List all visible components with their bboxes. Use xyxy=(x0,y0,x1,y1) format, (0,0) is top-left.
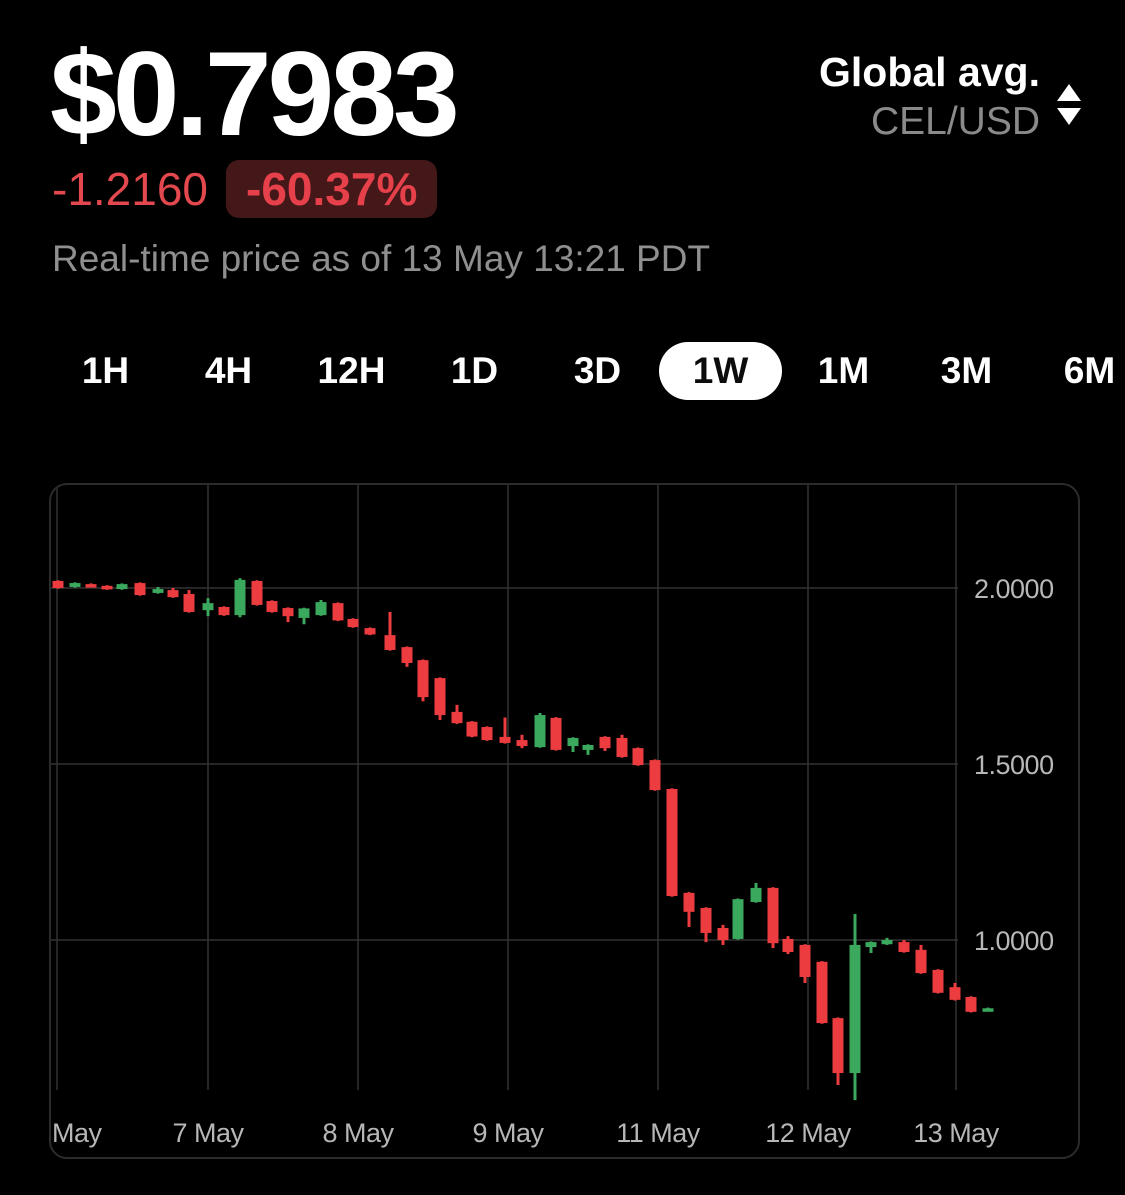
candle-body xyxy=(69,583,81,587)
candle-body xyxy=(782,938,794,952)
candle-body xyxy=(683,892,695,912)
tab-3d[interactable]: 3D xyxy=(573,350,622,391)
candlestick-chart: 2.0000 1.5000 1.0000 May 7 May 8 May 9 May 11 M… xyxy=(51,485,1054,1148)
candle-body xyxy=(417,660,429,698)
tab-1h[interactable]: 1H xyxy=(81,350,130,391)
candle-body xyxy=(183,593,195,612)
candle-body xyxy=(85,584,97,588)
candle-body xyxy=(666,788,678,896)
candle-body xyxy=(152,589,164,593)
tab-12h[interactable]: 12H xyxy=(317,350,386,391)
pair-selector-labels: Global avg. CEL/USD xyxy=(819,49,1040,144)
candle-body xyxy=(881,940,893,945)
candle-body xyxy=(898,942,910,952)
candle-body xyxy=(949,987,961,1000)
x-axis-label: 7 May xyxy=(172,1118,244,1148)
pair-switch-icon xyxy=(1057,84,1081,144)
tab-1d[interactable]: 1D xyxy=(450,350,499,391)
candle-body xyxy=(332,603,344,621)
x-axis-label: May xyxy=(52,1118,103,1148)
sort-down-icon xyxy=(1057,108,1081,125)
candle-body xyxy=(434,678,446,716)
candle-body xyxy=(700,907,712,933)
candle-body xyxy=(717,928,729,940)
candle-body xyxy=(534,715,546,748)
candle-body xyxy=(865,942,877,948)
x-axis-label: 13 May xyxy=(913,1118,1000,1148)
tab-6m[interactable]: 6M xyxy=(1063,350,1116,391)
candle-body xyxy=(982,1008,994,1012)
candle-body xyxy=(364,628,376,635)
candle-body xyxy=(298,608,310,618)
candle-body xyxy=(516,740,528,747)
timeframe-tabs: 1H 4H 12H 1D 3D 1W 1M 3M 6M xyxy=(44,342,1125,400)
candle-body xyxy=(849,944,861,1074)
y-axis-label: 1.0000 xyxy=(974,926,1054,956)
candle-body xyxy=(632,748,644,766)
candle-body xyxy=(101,585,113,590)
candle-body xyxy=(266,601,278,612)
candle-body xyxy=(567,737,579,747)
candle-body xyxy=(767,887,779,944)
pair-selector[interactable]: Global avg. CEL/USD xyxy=(819,49,1081,144)
pair-label: CEL/USD xyxy=(870,100,1040,144)
candle-body xyxy=(750,887,762,902)
candle-body xyxy=(599,736,611,749)
tab-1m[interactable]: 1M xyxy=(817,350,870,391)
y-axis-label: 2.0000 xyxy=(974,574,1054,604)
candle-body xyxy=(466,721,478,737)
candle-wick xyxy=(503,717,507,744)
candle-body xyxy=(832,1018,844,1074)
y-axis-label: 1.5000 xyxy=(974,750,1054,780)
candle-body xyxy=(218,607,230,616)
candle-wick xyxy=(869,941,873,954)
candle-body xyxy=(134,583,146,596)
x-axis-label: 9 May xyxy=(472,1118,544,1148)
candle-body xyxy=(451,711,463,724)
candle-body xyxy=(932,969,944,993)
candle-body xyxy=(167,590,179,598)
candle-body xyxy=(52,580,64,588)
tab-3m[interactable]: 3M xyxy=(940,350,993,391)
candle-body xyxy=(202,603,214,611)
candle-body xyxy=(401,647,413,663)
candle-body xyxy=(816,961,828,1024)
candle-body xyxy=(481,727,493,741)
candle-body xyxy=(282,608,294,617)
candle-wick xyxy=(388,611,392,651)
candle-body xyxy=(649,760,661,791)
candle-body xyxy=(315,602,327,616)
candle-body xyxy=(616,737,628,757)
x-axis-label: 12 May xyxy=(765,1118,852,1148)
current-price: $0.7983 xyxy=(50,27,460,161)
x-axis-label: 8 May xyxy=(322,1118,394,1148)
candle-body xyxy=(384,635,396,650)
price-change-row: -1.2160 -60.37% xyxy=(52,160,438,218)
candle-body xyxy=(251,580,263,605)
candle-body xyxy=(915,949,927,974)
candle-body xyxy=(550,717,562,750)
candle-body xyxy=(347,618,359,628)
global-avg-label: Global avg. xyxy=(819,49,1040,95)
price-change: -1.2160 xyxy=(52,163,209,215)
candle-body xyxy=(732,899,744,939)
x-axis-label: 11 May xyxy=(616,1118,701,1148)
candle-body xyxy=(116,584,128,590)
realtime-price-note: Real-time price as of 13 May 13:21 PDT xyxy=(52,238,711,279)
candle-body xyxy=(499,736,511,743)
candle-body xyxy=(965,997,977,1012)
candle-body xyxy=(799,944,811,977)
sort-up-icon xyxy=(1057,84,1081,101)
candle-body xyxy=(234,579,246,616)
tab-4h[interactable]: 4H xyxy=(204,350,253,391)
candle-body xyxy=(582,744,594,750)
price-chart[interactable]: 2.0000 1.5000 1.0000 May 7 May 8 May 9 May 11 M… xyxy=(49,483,1080,1159)
tab-1w[interactable]: 1W xyxy=(659,342,782,400)
price-change-percent-badge: -60.37% xyxy=(226,160,438,218)
